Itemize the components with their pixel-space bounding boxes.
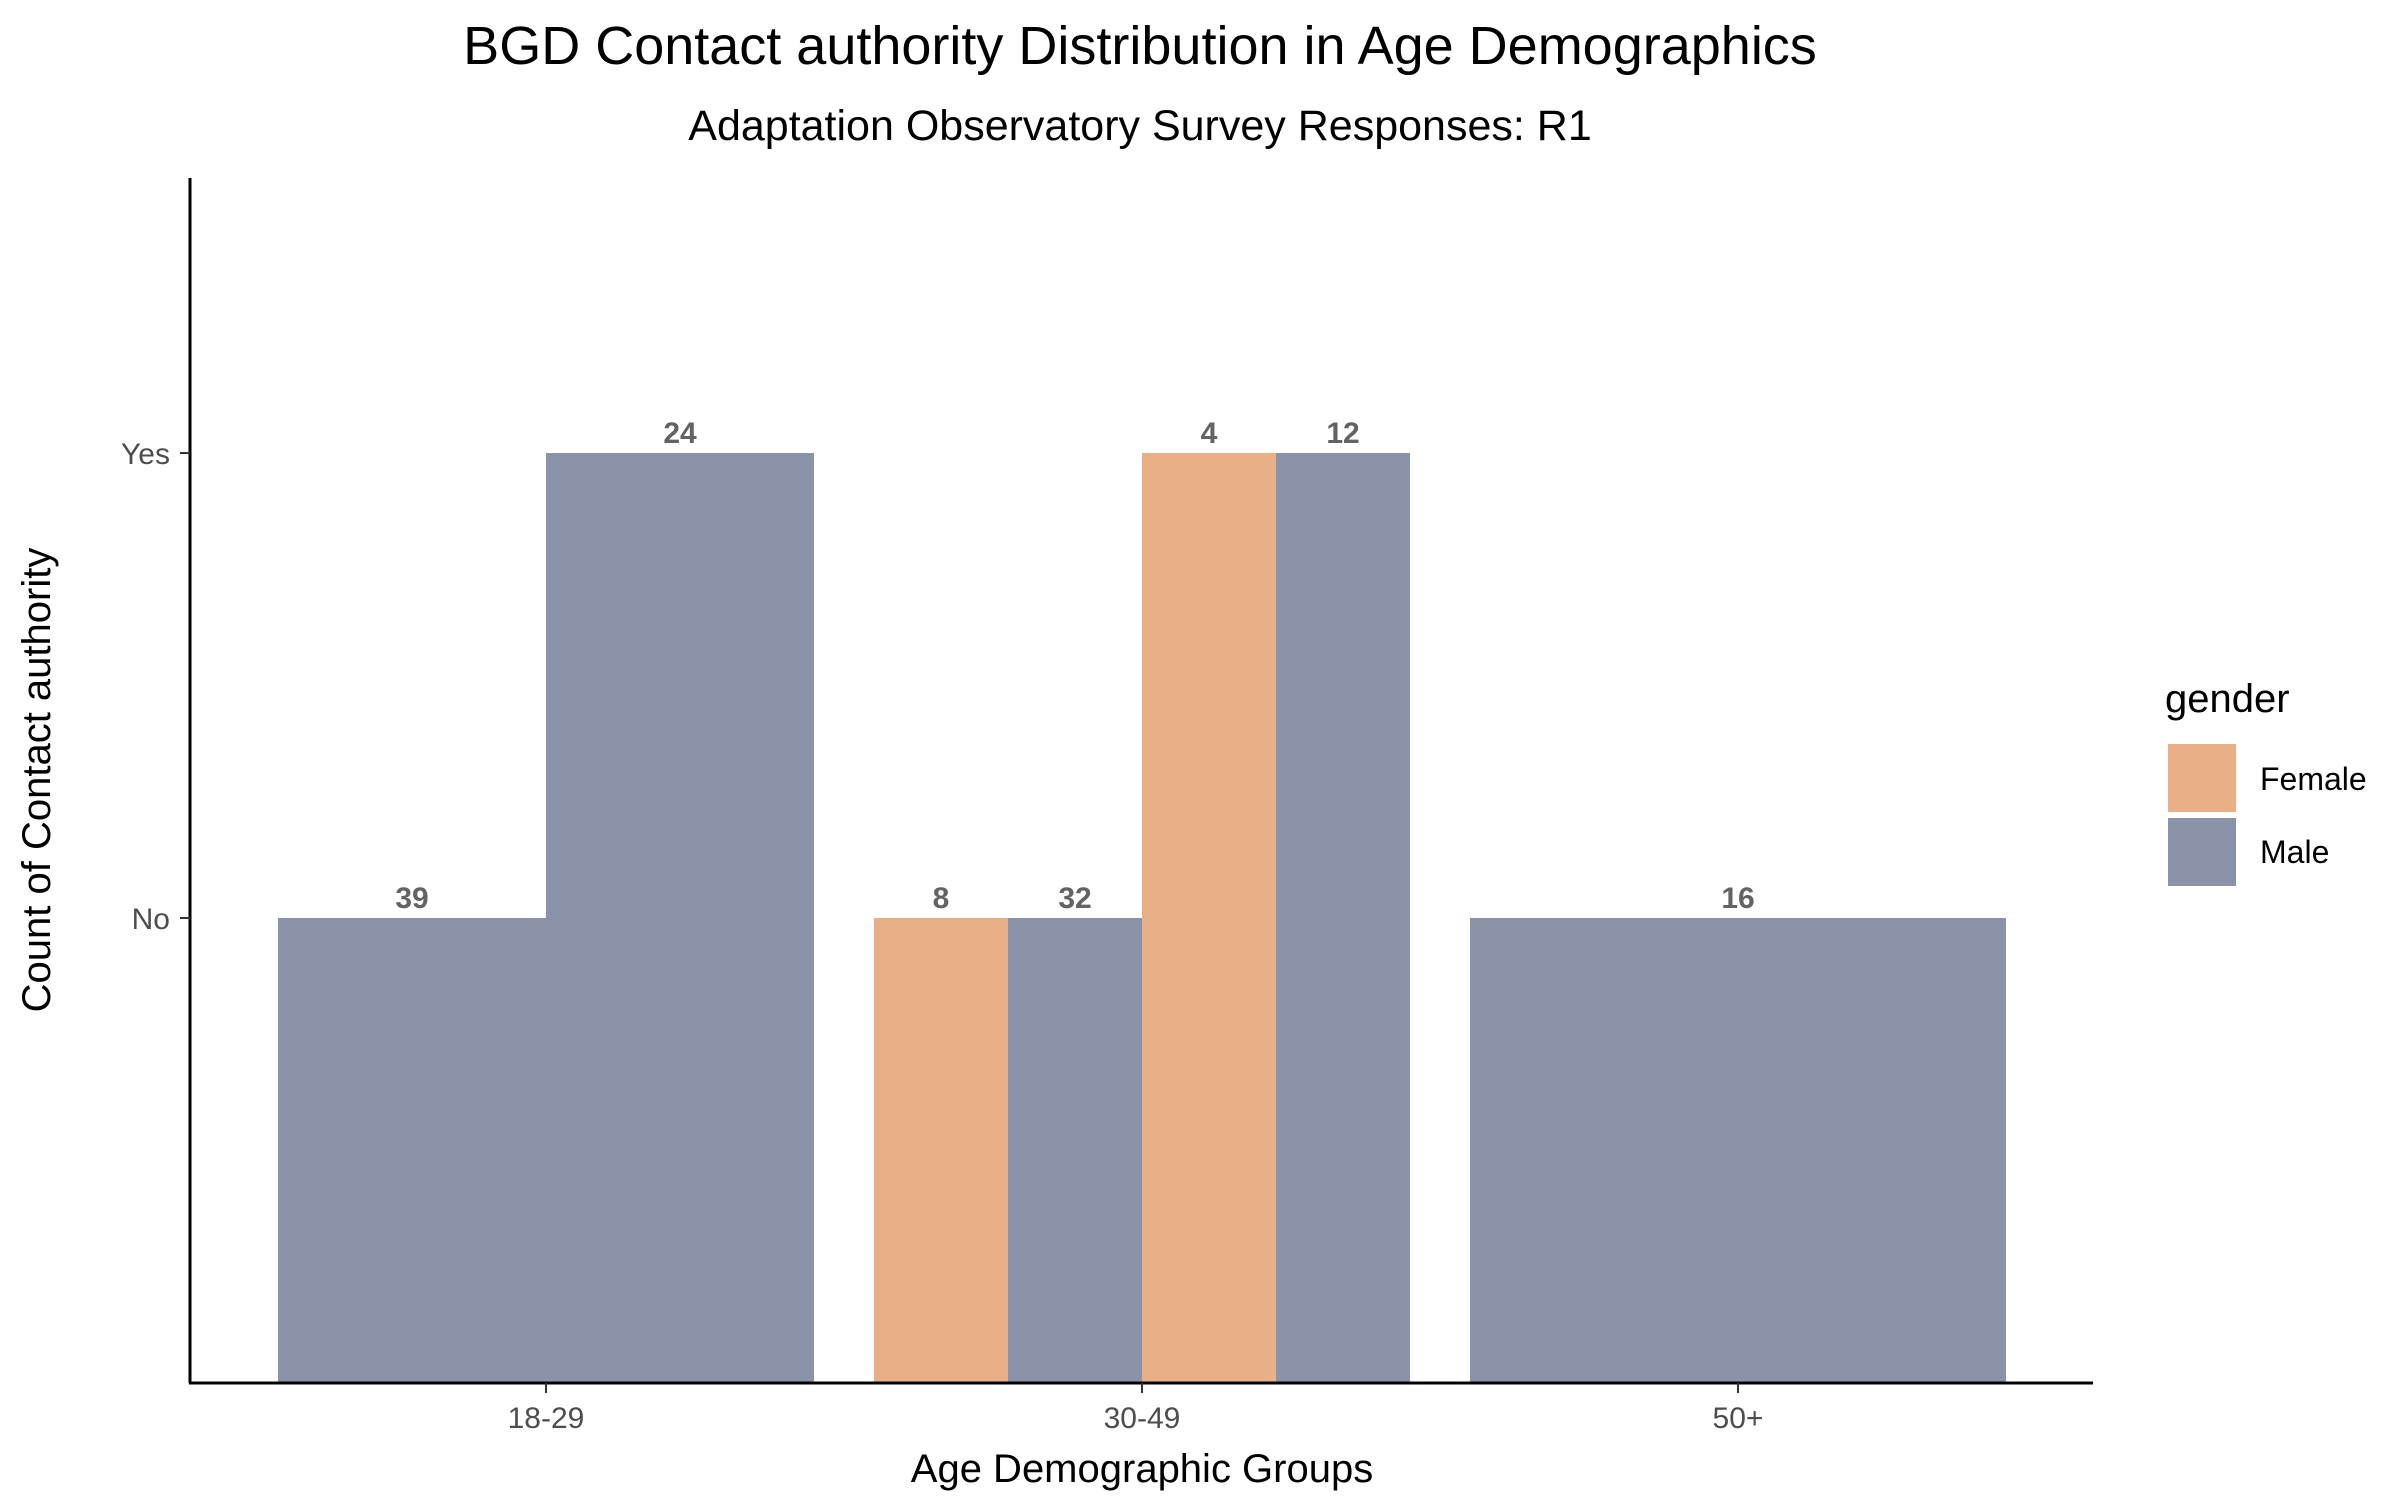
legend-label-female: Female bbox=[2260, 761, 2367, 797]
x-tick-label: 50+ bbox=[1713, 1402, 1764, 1435]
bar-18-29-male-no bbox=[278, 918, 546, 1383]
data-label: 24 bbox=[663, 417, 697, 450]
legend-swatch-female bbox=[2168, 744, 2236, 812]
data-label: 32 bbox=[1058, 882, 1091, 915]
chart-subtitle: Adaptation Observatory Survey Responses:… bbox=[688, 102, 1591, 150]
bar-50+-male-no bbox=[1470, 918, 2006, 1383]
bar-30-49-female-no bbox=[874, 918, 1008, 1383]
data-label: 12 bbox=[1326, 417, 1359, 450]
bar-18-29-male-yes bbox=[546, 453, 814, 1383]
legend-swatch-male bbox=[2168, 818, 2236, 886]
legend: gender Female Male bbox=[2165, 677, 2367, 886]
legend-label-male: Male bbox=[2260, 834, 2329, 870]
legend-title: gender bbox=[2165, 677, 2290, 721]
y-axis-title: Count of Contact authority bbox=[15, 548, 59, 1013]
y-tick-label: No bbox=[132, 903, 170, 936]
data-labels-group: 39 24 8 32 4 12 16 bbox=[395, 417, 1754, 915]
y-tick-label: Yes bbox=[121, 438, 170, 471]
chart-title: BGD Contact authority Distribution in Ag… bbox=[463, 16, 1817, 76]
bars-group bbox=[278, 453, 2006, 1383]
data-label: 8 bbox=[933, 882, 950, 915]
data-label: 4 bbox=[1201, 417, 1218, 450]
bar-30-49-male-yes bbox=[1276, 453, 1410, 1383]
x-axis-title: Age Demographic Groups bbox=[911, 1447, 1373, 1491]
x-tick-label: 30-49 bbox=[1104, 1402, 1181, 1435]
data-label: 39 bbox=[395, 882, 428, 915]
data-label: 16 bbox=[1721, 882, 1754, 915]
bar-30-49-male-no bbox=[1008, 918, 1142, 1383]
x-ticks-group: 18-29 30-49 50+ bbox=[508, 1383, 1764, 1435]
bar-30-49-female-yes bbox=[1142, 453, 1276, 1383]
y-ticks-group: No Yes bbox=[121, 438, 190, 936]
x-tick-label: 18-29 bbox=[508, 1402, 585, 1435]
